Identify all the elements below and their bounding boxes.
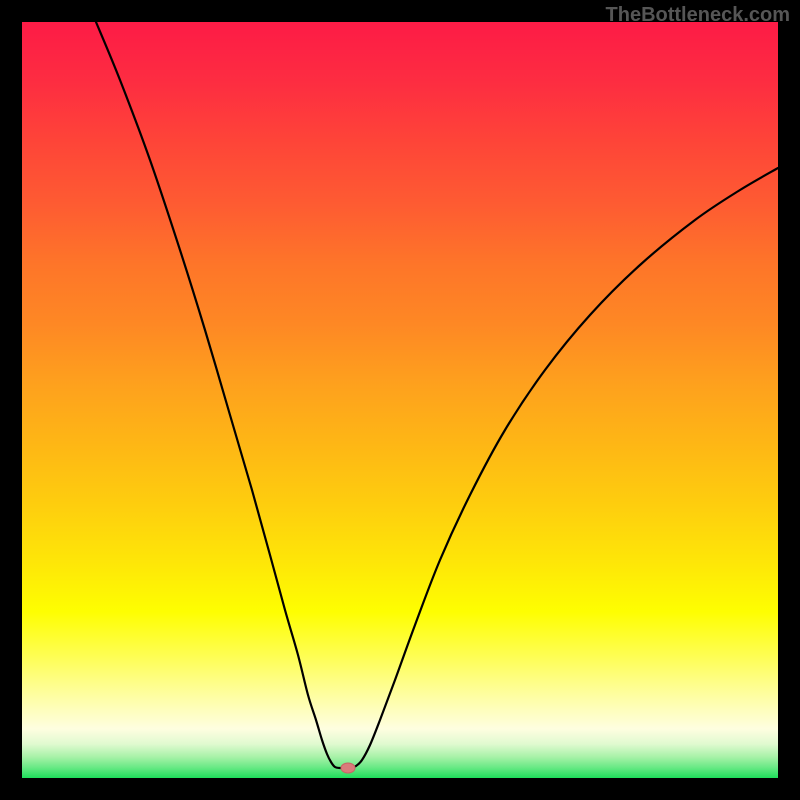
minimum-marker (341, 763, 355, 773)
chart-svg (0, 0, 800, 800)
chart-container: TheBottleneck.com (0, 0, 800, 800)
watermark-text: TheBottleneck.com (606, 4, 790, 27)
